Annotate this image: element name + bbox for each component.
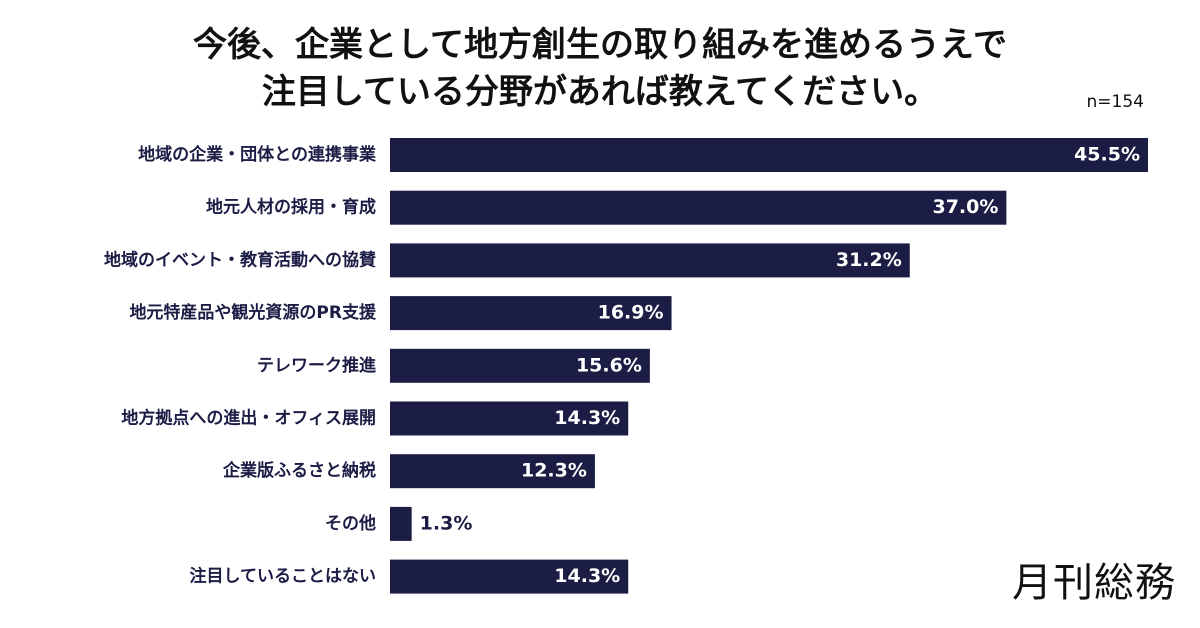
- category-label: 地元人材の採用・育成: [206, 197, 376, 218]
- brand-logo: 月刊総務: [1012, 560, 1176, 606]
- chart-title-line-2: 注目している分野があれば教えてください。: [261, 72, 939, 112]
- sample-size: n=154: [1086, 92, 1144, 112]
- value-label: 37.0%: [932, 196, 998, 218]
- bar: [390, 243, 910, 278]
- bar: [390, 296, 672, 331]
- bar: [390, 559, 629, 594]
- value-label: 14.3%: [554, 407, 620, 429]
- category-label: 注目していることはない: [190, 566, 377, 587]
- category-label: 地域のイベント・教育活動への協賛: [104, 249, 376, 270]
- bar: [390, 401, 629, 436]
- value-label: 14.3%: [554, 565, 620, 587]
- category-label: その他: [325, 513, 376, 534]
- bar: [390, 506, 412, 541]
- chart-title-line-1: 今後、企業として地方創生の取り組みを進めるうえで: [193, 25, 1007, 65]
- value-label: 16.9%: [598, 302, 664, 324]
- value-label: 45.5%: [1074, 144, 1140, 166]
- bar: [390, 190, 1007, 225]
- bar: [390, 454, 595, 489]
- value-label: 31.2%: [836, 249, 902, 271]
- value-label: 1.3%: [420, 512, 473, 534]
- category-label: 企業版ふるさと納税: [222, 460, 376, 481]
- bar: [390, 138, 1148, 172]
- category-label: テレワーク推進: [257, 355, 376, 376]
- category-label: 地域の企業・団体との連携事業: [138, 144, 376, 165]
- bar: [390, 348, 650, 383]
- value-label: 12.3%: [521, 460, 587, 482]
- chart-title: 今後、企業として地方創生の取り組みを進めるうえで 注目している分野があれば教えて…: [0, 22, 1200, 116]
- category-label: 地方拠点への進出・オフィス展開: [121, 408, 376, 429]
- category-label: 地元特産品や観光資源のPR支援: [129, 302, 377, 323]
- value-label: 15.6%: [576, 354, 642, 376]
